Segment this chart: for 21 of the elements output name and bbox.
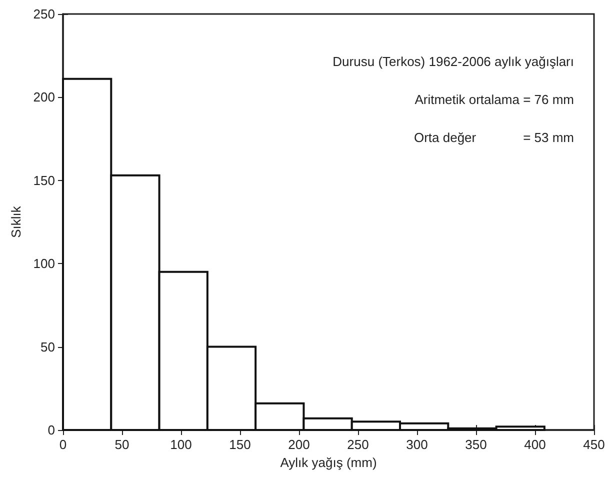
x-tick-label: 150 [229,437,251,452]
x-tick-label: 200 [288,437,310,452]
x-axis-title: Aylık yağış (mm) [280,455,377,470]
y-tick-label: 200 [33,90,55,105]
x-tick-label: 250 [347,437,369,452]
y-tick-label: 150 [33,172,55,188]
x-tick-label: 50 [114,437,130,452]
y-tick-label: 250 [33,6,55,22]
x-tick-label: 0 [59,437,67,452]
annotation: Orta değer = 53 mm [414,130,574,145]
y-axis-title: Sıklık [8,206,24,238]
y-tick-label: 50 [40,339,55,354]
y-tick-label: 0 [48,422,55,438]
x-tick-label: 300 [406,437,428,452]
x-tick-label: 450 [583,437,605,452]
x-tick-label: 400 [524,437,546,452]
annotation: Durusu (Terkos) 1962-2006 aylık yağışları [332,54,574,69]
y-tick-label: 100 [33,256,55,272]
x-tick-label: 350 [465,437,487,452]
x-tick-label: 100 [170,437,192,452]
annotation: Aritmetik ortalama = 76 mm [414,92,574,107]
